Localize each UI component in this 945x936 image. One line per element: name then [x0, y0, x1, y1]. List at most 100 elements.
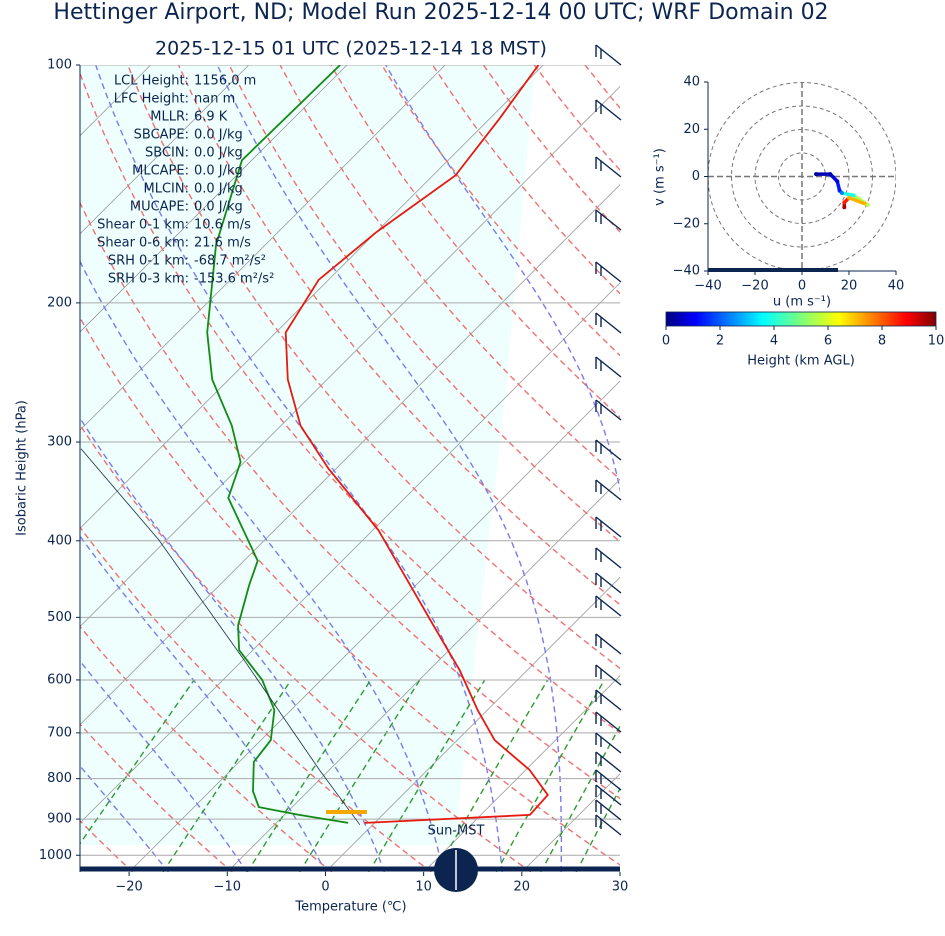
isotherm	[128, 380, 620, 872]
wind-barb	[595, 633, 622, 655]
stat-label: MLLR:	[150, 110, 189, 125]
x-tick-label: 0	[798, 279, 806, 294]
hodograph-point	[828, 172, 833, 177]
moist-adiabat	[80, 260, 444, 872]
x-tick-label: 20	[514, 880, 531, 895]
colorbar-tick-label: 0	[662, 334, 670, 349]
isotherm	[80, 282, 620, 824]
x-tick-label: −40	[694, 279, 721, 294]
stat-label: SBCAPE:	[134, 128, 189, 143]
profiles	[80, 65, 549, 826]
stat-value: -68.7 m²/s²	[194, 254, 266, 269]
axes: 100 200 300 400 500 600 700 800 900 1000 −20 −10 0 10…	[39, 44, 629, 895]
y-tick-label: 40	[683, 75, 700, 90]
dry-adiabat	[80, 71, 620, 734]
stat-label: LFC Height:	[114, 92, 189, 107]
dry-adiabat	[788, 65, 945, 872]
x-tick-label: −10	[214, 880, 241, 895]
y-tick-label: −20	[673, 216, 700, 231]
wind-barb	[595, 751, 622, 773]
wind-barb	[595, 547, 622, 569]
hodograph-point	[839, 191, 844, 196]
dry-adiabat	[839, 65, 945, 872]
mixing-ratio-line	[246, 679, 372, 872]
y-tick-label: 900	[47, 812, 72, 827]
wind-barb	[595, 814, 622, 836]
moist-adiabat	[95, 65, 503, 872]
hodograph-area	[708, 82, 896, 271]
x-tick-label: 30	[612, 880, 629, 895]
y-axis-label: v (m s⁻¹)	[653, 148, 668, 206]
dry-adiabat	[177, 65, 620, 606]
colorbar-tick-label: 4	[770, 334, 778, 349]
stat-value: 10.6 m/s	[194, 218, 251, 233]
stat-value: 1156.0 m	[194, 74, 256, 89]
mixing-ratio-line	[540, 724, 620, 872]
y-tick-label: −40	[673, 264, 700, 279]
stat-value: 0.0 J/kg	[194, 128, 243, 143]
stat-label: MUCAPE:	[130, 200, 189, 215]
background-lines	[80, 65, 945, 872]
wind-barb	[595, 516, 622, 538]
colorbar-tick-label: 2	[716, 334, 724, 349]
hodograph-point	[865, 202, 870, 207]
x-axis-label: u (m s⁻¹)	[773, 295, 831, 310]
y-tick-label: 200	[47, 295, 72, 310]
stat-label: MLCIN:	[144, 182, 189, 197]
isotherm	[80, 65, 250, 235]
stat-value: 0.0 J/kg	[194, 182, 243, 197]
isotherm	[325, 576, 620, 872]
isotherm	[80, 65, 544, 529]
dry-adiabat	[80, 423, 532, 872]
wind-barb	[595, 732, 622, 754]
annotation: Sun-MST	[428, 824, 485, 839]
wind-barb	[595, 769, 622, 791]
dry-adiabat	[127, 65, 620, 670]
wind-barb	[595, 799, 622, 821]
dry-adiabat	[584, 65, 620, 110]
mixing-ratio-line	[435, 679, 549, 872]
wind-barb	[595, 711, 622, 733]
stat-value: 21.6 m/s	[194, 236, 251, 251]
x-tick-label: 0	[321, 880, 329, 895]
isotherm	[80, 65, 348, 333]
moist-adiabat	[80, 660, 248, 872]
x-tick-label: −20	[741, 279, 768, 294]
hodograph-point	[814, 172, 819, 177]
y-tick-label: 0	[692, 169, 700, 184]
isotherm	[718, 65, 945, 872]
hodograph-point	[842, 200, 847, 205]
y-tick-label: 20	[683, 122, 700, 137]
stat-value: 0.0 J/kg	[194, 200, 243, 215]
colorbar-tick-label: 6	[824, 334, 832, 349]
stat-label: LCL Height:	[114, 74, 189, 89]
y-tick-label: 700	[47, 725, 72, 740]
y-tick-label: 500	[47, 610, 72, 625]
mixing-ratio-line	[495, 679, 606, 872]
wind-barb	[595, 784, 622, 806]
stat-value: 0.0 J/kg	[194, 146, 243, 161]
wind-barb	[595, 664, 622, 686]
colorbar-label: Height (km AGL)	[747, 354, 855, 369]
isotherm	[619, 871, 620, 872]
stat-label: MLCAPE:	[132, 164, 189, 179]
wind-barb	[595, 209, 622, 231]
isotherm	[423, 675, 620, 872]
x-axis-label: Temperature (℃)	[294, 900, 406, 915]
profile-line	[80, 448, 361, 826]
y-tick-label: 1000	[39, 848, 72, 863]
moist-adiabat	[216, 65, 563, 872]
wind-barb	[595, 261, 622, 283]
stat-label: SRH 0-3 km:	[108, 272, 189, 287]
stat-label: Shear 0-6 km:	[97, 236, 189, 251]
dry-adiabat	[687, 65, 945, 872]
dry-adiabat	[80, 526, 432, 872]
stat-label: SBCIN:	[145, 146, 189, 161]
stat-value: 6.9 K	[194, 110, 228, 125]
wind-barb	[595, 439, 622, 461]
x-tick-label: 40	[888, 279, 905, 294]
moist-adiabat	[80, 416, 386, 872]
hodograph-point	[835, 179, 840, 184]
x-tick-label: 10	[415, 880, 432, 895]
